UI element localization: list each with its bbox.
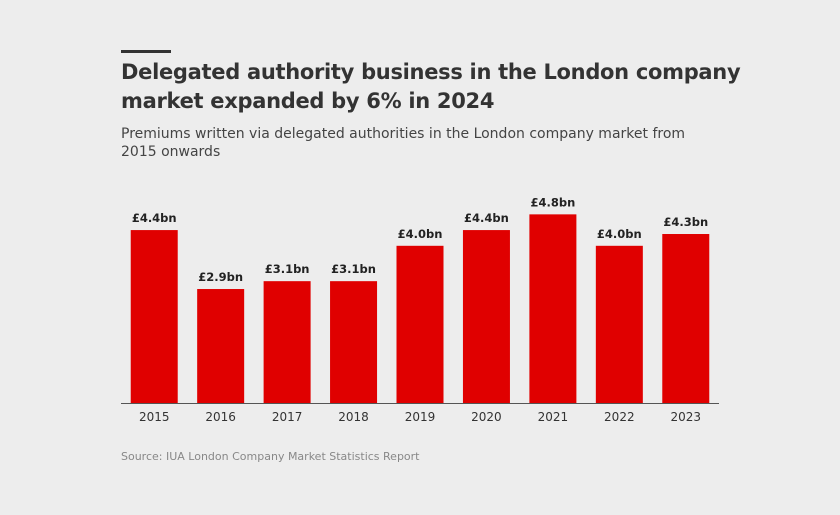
x-tick-label: 2022 [604, 410, 635, 424]
x-tick-label: 2016 [205, 410, 236, 424]
bar-2015 [130, 230, 178, 403]
title-accent-rule [121, 50, 171, 53]
bar-2021 [529, 214, 577, 403]
x-tick-label: 2018 [338, 410, 369, 424]
bar-2018 [330, 281, 378, 403]
x-tick-label: 2015 [139, 410, 170, 424]
data-label: £4.4bn [464, 211, 509, 225]
bar-2023 [662, 234, 710, 403]
x-tick-label: 2023 [671, 410, 702, 424]
source-note: Source: IUA London Company Market Statis… [121, 450, 420, 463]
bar-2020 [462, 230, 510, 403]
bar-2022 [595, 245, 643, 403]
x-tick-label: 2021 [538, 410, 569, 424]
data-label: £2.9bn [198, 270, 243, 284]
data-label: £4.0bn [398, 227, 443, 241]
x-tick-label: 2017 [272, 410, 303, 424]
chart-title: Delegated authority business in the Lond… [121, 60, 741, 113]
bar-2016 [197, 289, 245, 403]
data-label: £4.3bn [663, 215, 708, 229]
x-tick-label: 2020 [471, 410, 502, 424]
data-label: £3.1bn [331, 262, 376, 276]
data-label: £4.0bn [597, 227, 642, 241]
chart-subtitle: Premiums written via delegated authoriti… [121, 126, 686, 160]
data-label: £4.8bn [530, 195, 575, 209]
bar-2017 [263, 281, 311, 403]
data-label: £4.4bn [132, 211, 177, 225]
x-tick-label: 2019 [405, 410, 436, 424]
data-label: £3.1bn [265, 262, 310, 276]
bar-2019 [396, 245, 444, 403]
